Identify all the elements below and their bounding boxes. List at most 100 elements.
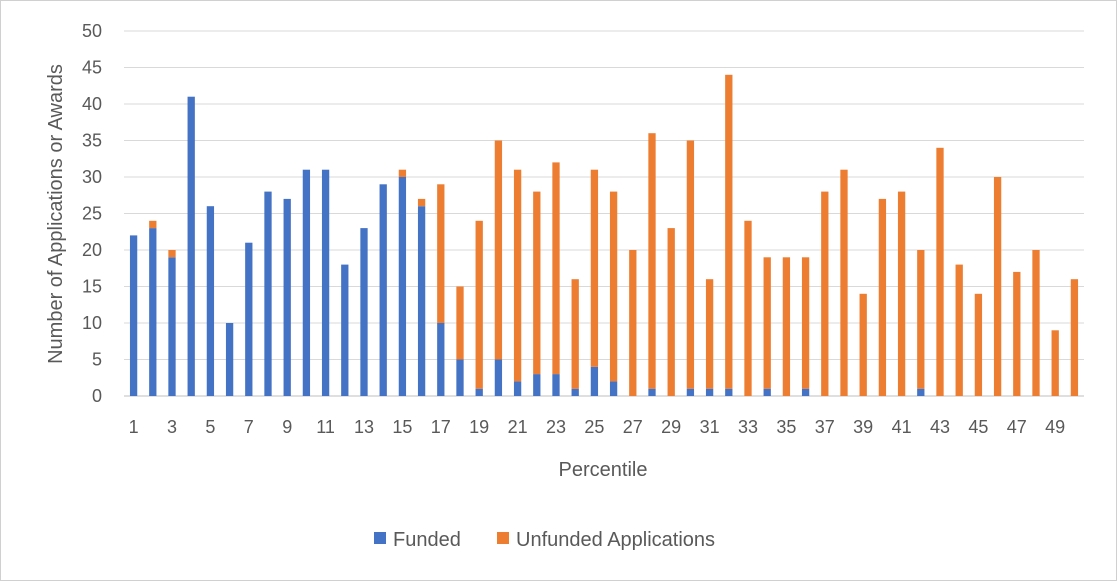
bar-funded xyxy=(705,388,714,396)
y-tick-label: 40 xyxy=(82,94,102,114)
bar-funded xyxy=(225,323,234,396)
bar-unfunded xyxy=(936,147,944,396)
bar-unfunded xyxy=(801,257,810,389)
bar-funded xyxy=(571,388,579,396)
x-tick-label: 23 xyxy=(546,417,566,437)
legend: Funded Unfunded Applications xyxy=(374,529,715,551)
x-tick-label: 33 xyxy=(738,417,758,437)
x-tick-label: 29 xyxy=(661,417,681,437)
bar-unfunded xyxy=(993,177,1002,396)
x-tick-label: 37 xyxy=(815,417,835,437)
bar-unfunded xyxy=(821,191,829,396)
x-tick-label: 49 xyxy=(1045,417,1065,437)
x-tick-label: 5 xyxy=(205,417,215,437)
bar-unfunded xyxy=(398,169,407,177)
x-tick-label: 9 xyxy=(282,417,292,437)
bar-unfunded xyxy=(763,257,771,389)
bar-unfunded xyxy=(533,191,541,375)
y-tick-label: 50 xyxy=(82,21,102,41)
bar-unfunded xyxy=(667,228,675,396)
bar-unfunded xyxy=(168,250,176,258)
bar-funded xyxy=(552,374,560,396)
bar-funded xyxy=(648,388,656,396)
bar-funded xyxy=(725,388,733,396)
x-tick-label: 27 xyxy=(623,417,643,437)
y-tick-label: 0 xyxy=(92,386,102,406)
y-axis-ticks: 0 5 10 15 20 25 30 35 40 45 50 xyxy=(82,21,102,406)
x-tick-label: 21 xyxy=(508,417,528,437)
x-axis-ticks: 1 3 5 7 9 11 13 15 17 19 21 23 25 27 29 31 33 35 37 39 41 43 4… xyxy=(129,417,1066,437)
y-tick-label: 25 xyxy=(82,204,102,224)
bar-funded xyxy=(187,96,195,396)
bar-funded xyxy=(456,359,464,396)
bar-unfunded xyxy=(840,169,848,396)
x-tick-label: 39 xyxy=(853,417,873,437)
bar-unfunded xyxy=(609,191,618,382)
y-tick-label: 10 xyxy=(82,313,102,333)
bar-unfunded xyxy=(475,220,483,389)
bar-funded xyxy=(283,198,291,396)
x-tick-label: 15 xyxy=(392,417,412,437)
x-tick-label: 25 xyxy=(584,417,604,437)
bar-funded xyxy=(302,169,311,396)
bar-unfunded xyxy=(725,74,733,389)
bar-unfunded xyxy=(1013,271,1021,396)
bar-funded xyxy=(417,206,426,396)
y-tick-label: 20 xyxy=(82,240,102,260)
bar-funded xyxy=(168,257,176,396)
bar-funded xyxy=(494,359,503,396)
x-tick-label: 19 xyxy=(469,417,489,437)
bar-unfunded xyxy=(494,140,503,360)
bar-funded xyxy=(590,366,599,396)
legend-label-unfunded: Unfunded Applications xyxy=(516,529,715,551)
x-tick-label: 47 xyxy=(1007,417,1027,437)
bar-funded xyxy=(321,169,330,396)
x-tick-label: 11 xyxy=(316,417,335,437)
bar-unfunded xyxy=(417,198,426,207)
y-tick-label: 5 xyxy=(92,350,102,370)
legend-swatch-funded xyxy=(374,532,386,544)
bar-unfunded xyxy=(859,293,867,396)
x-tick-label: 41 xyxy=(892,417,912,437)
bar-funded xyxy=(763,388,771,396)
bar-unfunded xyxy=(1032,250,1040,396)
bar-unfunded xyxy=(456,286,464,360)
bar-unfunded xyxy=(955,264,963,396)
bar-funded xyxy=(609,381,618,396)
bar-unfunded xyxy=(590,169,599,367)
y-axis-title: Number of Applications or Awards xyxy=(45,64,67,364)
bar-unfunded xyxy=(705,279,714,389)
bar-funded xyxy=(398,177,407,396)
bar-funded xyxy=(917,388,925,396)
bar-funded xyxy=(360,228,368,396)
x-tick-label: 35 xyxy=(776,417,796,437)
bar-unfunded xyxy=(744,220,752,396)
x-tick-label: 7 xyxy=(244,417,254,437)
bar-unfunded xyxy=(437,184,445,323)
x-tick-label: 3 xyxy=(167,417,177,437)
bar-unfunded xyxy=(1070,279,1079,396)
bar-unfunded xyxy=(629,250,637,396)
x-axis-title: Percentile xyxy=(559,459,648,481)
bar-unfunded xyxy=(897,191,906,396)
bar-unfunded xyxy=(552,162,560,375)
bar-unfunded xyxy=(974,293,983,396)
bar-funded xyxy=(341,264,349,396)
legend-label-funded: Funded xyxy=(393,529,461,551)
bar-funded xyxy=(379,184,387,396)
y-tick-label: 35 xyxy=(82,131,102,151)
bar-funded xyxy=(245,242,253,396)
bar-unfunded xyxy=(513,169,522,382)
bar-funded xyxy=(206,206,215,396)
bar-unfunded xyxy=(878,198,887,396)
bar-funded xyxy=(264,191,272,396)
bar-funded xyxy=(149,228,157,396)
bar-unfunded xyxy=(917,250,925,389)
bar-funded xyxy=(437,323,445,396)
y-tick-label: 30 xyxy=(82,167,102,187)
x-tick-label: 13 xyxy=(354,417,374,437)
bar-funded xyxy=(801,388,810,396)
bar-unfunded xyxy=(1051,330,1059,396)
bar-funded xyxy=(533,374,541,396)
